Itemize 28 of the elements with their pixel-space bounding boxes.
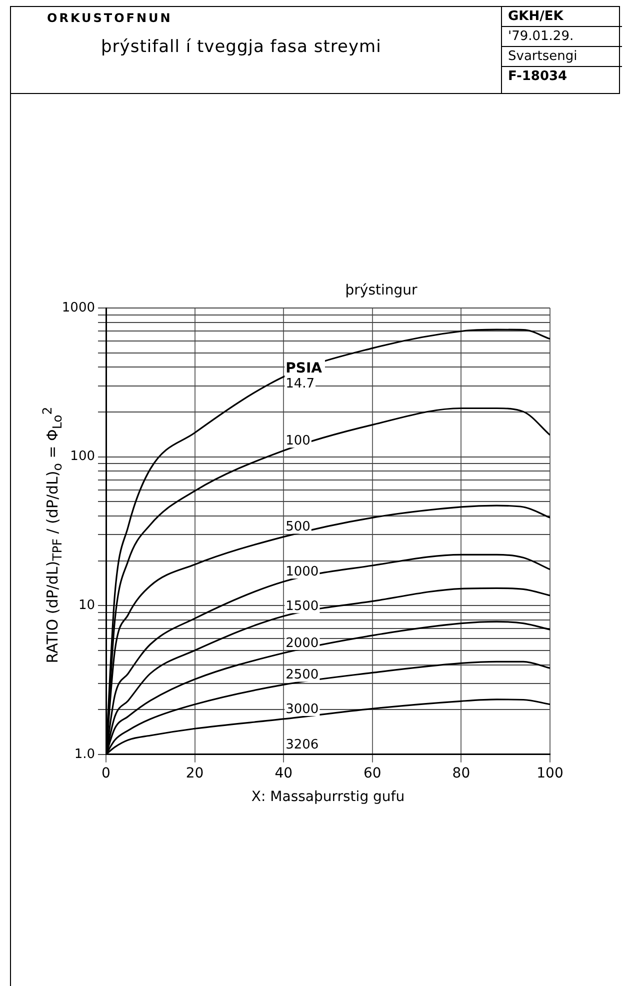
y-tick-label: 10 [78,598,95,613]
x-tick-label: 60 [363,765,382,782]
legend-title: þrýstingur [345,282,418,299]
series-label: 2500 [286,668,319,683]
text: F-18034 [507,68,568,86]
series-label: 2000 [286,636,319,651]
x-axis-title: X: Massaþurrstig gufu [251,789,405,806]
text: ORKUSTOFNUN [47,11,172,25]
x-tick-label: 20 [186,765,204,782]
series-label: 1500 [286,598,319,614]
x-tick-label: 100 [536,765,564,782]
series-label: 3206 [286,737,319,752]
x-tick-label: 80 [452,765,470,782]
series-label: 100 [286,434,310,449]
text: Svartsengi [502,47,622,67]
text: GKH/EK [502,7,622,27]
annotation: PSIA [286,360,322,376]
y-tick-label: 1000 [62,300,95,316]
series-label: 500 [286,520,310,535]
series-label: 1000 [286,564,319,580]
series-label: 14.7 [286,376,315,392]
chart-title: þrýstifall í tveggja fasa streymi [101,37,382,57]
x-tick-label: 0 [102,765,110,782]
y-tick-label: 100 [70,449,95,464]
text: '79.01.29. [502,27,622,47]
x-tick-label: 40 [274,765,293,782]
y-tick-label: 1.0 [74,746,95,762]
series-label: 3000 [286,702,319,717]
